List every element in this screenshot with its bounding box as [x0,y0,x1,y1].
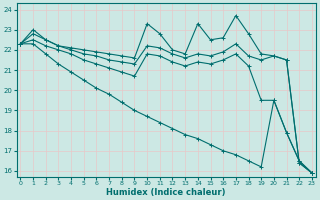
X-axis label: Humidex (Indice chaleur): Humidex (Indice chaleur) [107,188,226,197]
